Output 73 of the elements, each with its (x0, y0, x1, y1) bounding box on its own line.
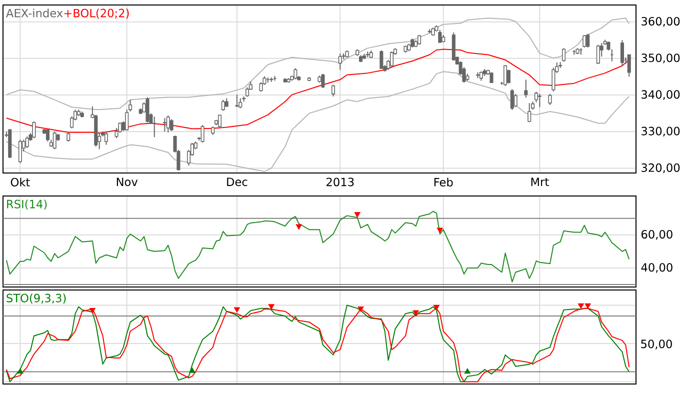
candlestick (294, 68, 298, 80)
candlestick (534, 91, 538, 103)
candlestick (166, 114, 170, 133)
candlestick (331, 84, 336, 97)
point (433, 304, 440, 310)
candlestick (52, 131, 56, 150)
x-tick-label: Nov (116, 178, 138, 186)
y-tick-label: 360,00 (642, 16, 680, 27)
candlestick (338, 53, 342, 70)
candlestick (510, 88, 514, 110)
point (464, 368, 470, 374)
candlestick (596, 44, 600, 64)
y-tick-label: 340,00 (642, 90, 680, 100)
candlestick (438, 29, 442, 44)
candlestick (479, 71, 483, 82)
candlestick (417, 34, 422, 45)
point (436, 228, 443, 233)
candlestick (25, 136, 29, 149)
candlestick (514, 93, 518, 108)
x-tick-label: Okt (10, 178, 30, 186)
candlestick (32, 120, 36, 139)
candlestick (524, 79, 528, 98)
candlestick (200, 124, 204, 144)
candlestick (238, 98, 242, 109)
point (578, 303, 584, 309)
candlestick (548, 93, 552, 106)
point (358, 306, 364, 312)
point (234, 307, 240, 313)
text: 50,00 (641, 340, 672, 350)
point (296, 224, 302, 230)
point (89, 308, 96, 314)
line-series (6, 48, 630, 134)
candlestick (620, 40, 624, 66)
candlestick (586, 33, 590, 48)
line-series (6, 71, 630, 172)
candlestick (582, 34, 586, 48)
y-tick-label: 320,00 (642, 163, 680, 174)
y-tick-label: 40,00 (641, 263, 672, 273)
point (189, 367, 196, 373)
point (354, 212, 360, 218)
candlestick (380, 50, 384, 70)
line-series (6, 18, 630, 110)
text: RSI(14) (7, 200, 47, 210)
x-tick-label: Dec (227, 178, 248, 186)
candlestick (235, 94, 239, 108)
y-tick-label: 350,00 (642, 54, 680, 64)
point (268, 304, 274, 310)
candlestick (538, 93, 542, 108)
candlestick (170, 118, 174, 132)
candlestick (221, 99, 225, 112)
candlestick (528, 102, 532, 123)
y-tick-label: 330,00 (642, 126, 680, 136)
text: +BOL(20;2) (64, 8, 129, 19)
candlestick (66, 132, 70, 142)
y-tick-label: 60,00 (642, 230, 672, 240)
x-tick-label: Feb (434, 178, 453, 186)
candlestick (104, 131, 108, 146)
candlestick (627, 54, 631, 78)
candlestick (506, 69, 510, 84)
candlestick (562, 48, 566, 62)
candlestick (146, 96, 150, 123)
candlestick (504, 64, 508, 86)
candlestick (18, 139, 22, 164)
point (412, 310, 419, 316)
candlestick (162, 118, 166, 132)
candlestick (321, 73, 325, 89)
point (17, 368, 24, 374)
point (584, 303, 591, 309)
series-label: STO(9,3,3) (6, 294, 66, 304)
x-tick-label: Mrt (531, 178, 549, 186)
x-tick-label: 2013 (326, 178, 354, 186)
candlestick (390, 50, 394, 67)
chart-title: AEX-index (6, 8, 63, 18)
